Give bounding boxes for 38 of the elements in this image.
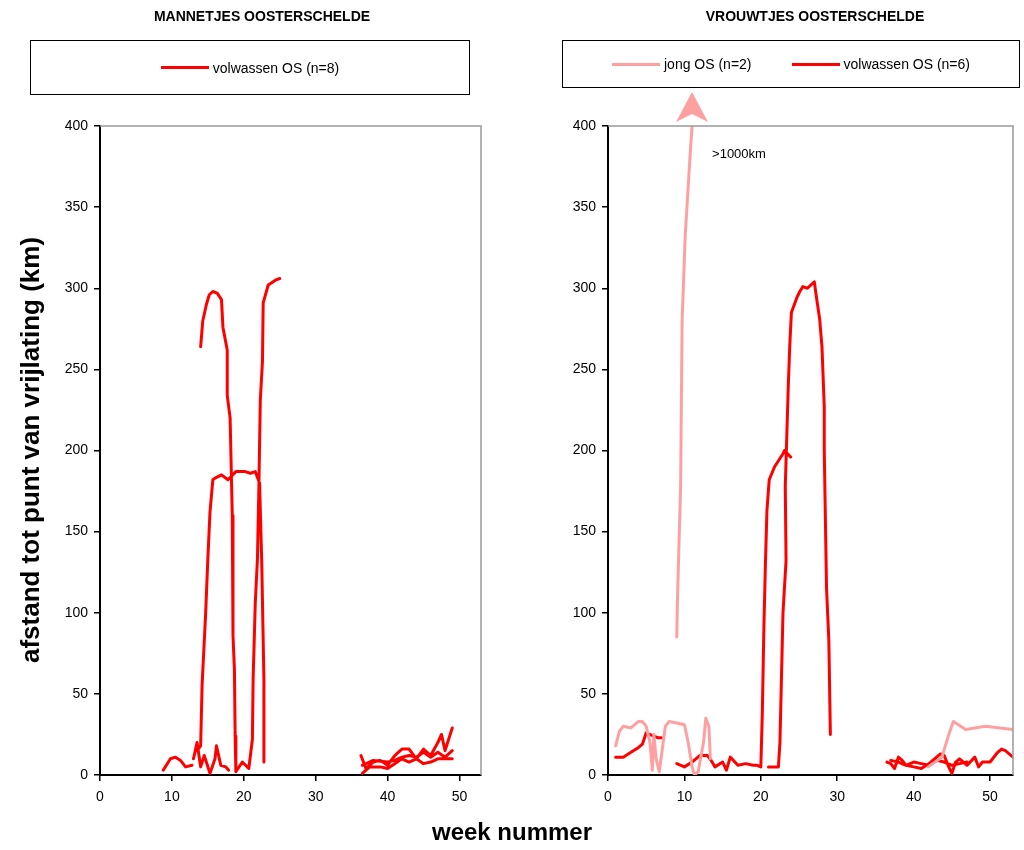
- y-tick-label: 250: [572, 360, 597, 377]
- chart-title: MANNETJES OOSTERSCHELDE: [153, 8, 371, 24]
- x-tick-label: 10: [676, 788, 693, 805]
- y-tick-label: 350: [64, 197, 89, 214]
- y-tick-label: 50: [580, 684, 597, 701]
- y-tick-label: 300: [64, 279, 89, 296]
- y-tick-label: 200: [64, 441, 89, 458]
- y-tick-label: 150: [572, 522, 597, 539]
- y-tick-label: 200: [572, 441, 597, 458]
- y-tick-label: 0: [588, 765, 597, 782]
- y-tick-label: 350: [572, 197, 597, 214]
- x-tick-label: 30: [307, 788, 324, 805]
- x-tick-label: 0: [604, 788, 613, 805]
- legend-label: volwassen OS (n=6): [843, 56, 970, 72]
- x-tick-label: 40: [905, 788, 922, 805]
- y-tick-label: 0: [80, 765, 89, 782]
- y-tick-label: 300: [572, 279, 597, 296]
- x-tick-label: 40: [379, 788, 396, 805]
- legend-label: jong OS (n=2): [663, 56, 752, 72]
- legend-label: volwassen OS (n=8): [212, 59, 340, 76]
- x-axis-title: week nummer: [431, 818, 593, 846]
- y-tick-label: 100: [64, 603, 89, 620]
- y-axis-title: afstand tot punt van vrijlating (km): [14, 236, 46, 664]
- x-tick-label: 0: [96, 788, 105, 805]
- x-tick-label: 10: [164, 788, 180, 805]
- y-tick-label: 150: [64, 522, 89, 539]
- x-tick-label: 50: [982, 788, 999, 805]
- x-tick-label: 30: [829, 788, 846, 805]
- x-tick-label: 20: [753, 788, 769, 805]
- y-tick-label: 400: [572, 116, 597, 133]
- annotation: >1000km: [712, 145, 766, 161]
- x-tick-label: 50: [451, 788, 468, 805]
- x-tick-label: 20: [235, 788, 252, 805]
- chart-title: VROUWTJES OOSTERSCHELDE: [705, 8, 925, 24]
- y-tick-label: 400: [64, 116, 89, 133]
- y-tick-label: 50: [72, 684, 89, 701]
- y-tick-label: 100: [572, 603, 597, 620]
- y-tick-label: 250: [64, 360, 89, 377]
